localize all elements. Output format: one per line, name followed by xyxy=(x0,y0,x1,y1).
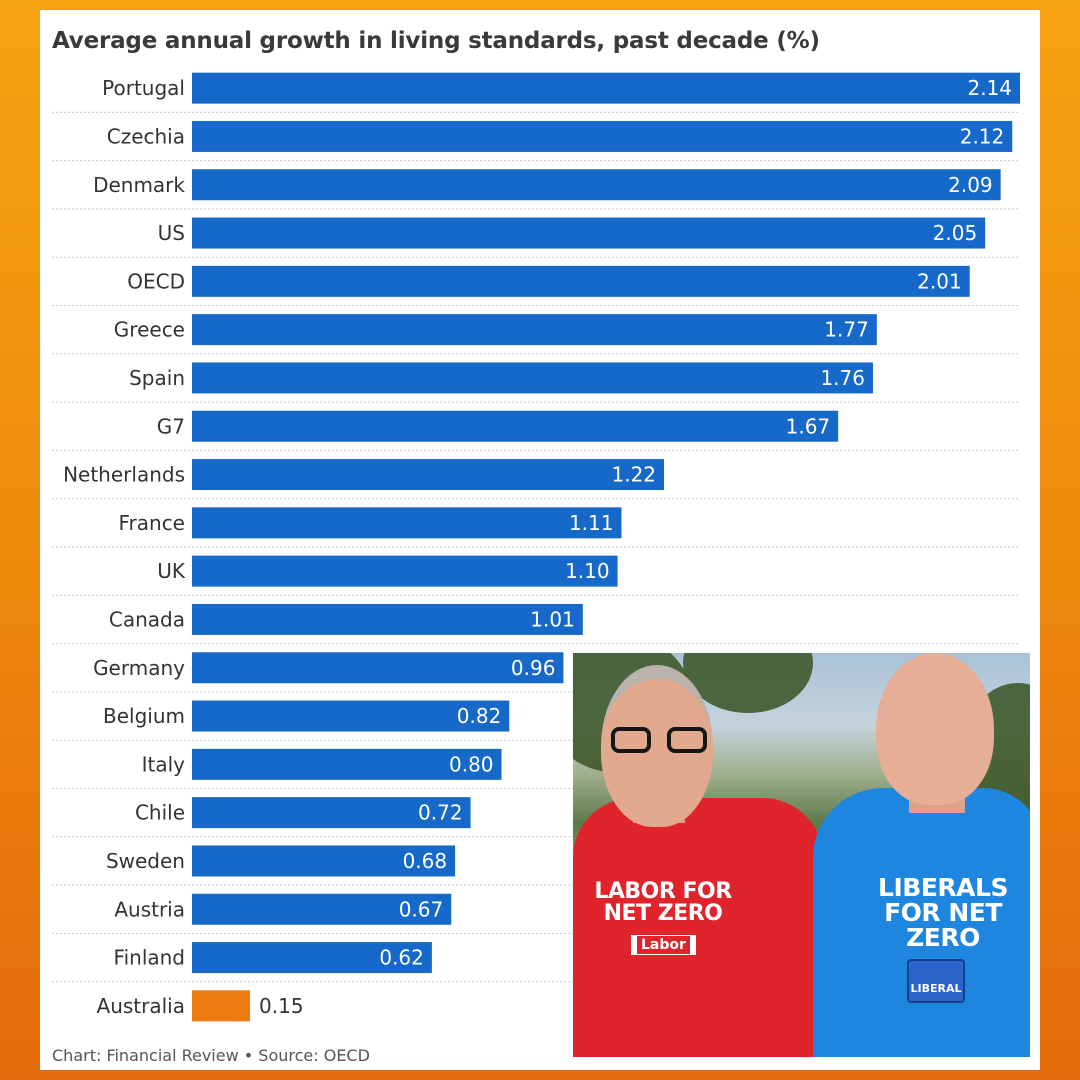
value-label: 2.12 xyxy=(960,124,1005,148)
category-label: OECD xyxy=(127,269,185,293)
bar-uk xyxy=(192,555,618,587)
labor-logo: Labor xyxy=(631,935,696,955)
category-label: Sweden xyxy=(106,849,185,873)
bar-greece xyxy=(192,314,877,346)
bar-austria xyxy=(192,893,452,925)
value-label: 0.15 xyxy=(259,994,304,1018)
bar-czechia xyxy=(192,120,1013,152)
category-label: Australia xyxy=(97,994,185,1018)
bar-chile xyxy=(192,797,471,829)
value-label: 2.14 xyxy=(967,76,1012,100)
bar-netherlands xyxy=(192,459,665,491)
bar-australia xyxy=(192,990,251,1022)
category-label: Canada xyxy=(109,607,185,631)
value-label: 1.11 xyxy=(569,511,614,535)
red-shirt xyxy=(573,798,823,1057)
chart-title: Average annual growth in living standard… xyxy=(52,28,820,54)
bar-germany xyxy=(192,652,564,684)
shirt-left-slogan: LABOR FOR NET ZERO xyxy=(594,879,732,926)
shirt-right-slogan: LIBERALS FOR NET ZERO xyxy=(878,873,1008,952)
chart-source: Chart: Financial Review • Source: OECD xyxy=(52,1046,370,1065)
value-label: 0.68 xyxy=(403,849,448,873)
bar-us xyxy=(192,217,986,249)
bar-france xyxy=(192,507,622,539)
category-label: Portugal xyxy=(102,76,185,100)
value-label: 2.05 xyxy=(933,221,978,245)
category-label: UK xyxy=(157,559,186,583)
category-label: Germany xyxy=(93,656,185,680)
value-label: 0.67 xyxy=(399,897,444,921)
value-label: 1.67 xyxy=(786,414,831,438)
value-label: 0.62 xyxy=(379,946,424,970)
category-label: Chile xyxy=(135,801,185,825)
liberal-logo: LIBERAL xyxy=(907,959,965,1003)
category-label: Finland xyxy=(114,946,185,970)
labor-logo-text: Labor xyxy=(637,936,690,954)
person-left-head xyxy=(601,665,713,827)
bar-sweden xyxy=(192,845,456,877)
value-label: 1.10 xyxy=(565,559,610,583)
category-label: Czechia xyxy=(107,124,185,148)
bar-g7 xyxy=(192,410,839,442)
bar-denmark xyxy=(192,169,1001,201)
value-label: 1.01 xyxy=(530,607,575,631)
category-label: Netherlands xyxy=(63,463,185,487)
value-label: 0.72 xyxy=(418,801,463,825)
bar-canada xyxy=(192,603,583,635)
bar-belgium xyxy=(192,700,510,732)
person-right-head xyxy=(876,653,994,805)
chart-card: Average annual growth in living standard… xyxy=(40,10,1040,1070)
category-label: Denmark xyxy=(93,173,185,197)
category-label: France xyxy=(118,511,185,535)
value-label: 2.01 xyxy=(917,269,962,293)
category-label: Italy xyxy=(142,752,186,776)
value-label: 0.80 xyxy=(449,752,494,776)
value-label: 1.22 xyxy=(612,463,657,487)
glasses-icon xyxy=(611,727,707,755)
bar-italy xyxy=(192,748,502,780)
category-label: Belgium xyxy=(103,704,185,728)
politicians-photo: LABOR FOR NET ZERO Labor LIBERALS FOR NE… xyxy=(573,653,1030,1057)
category-label: US xyxy=(158,221,185,245)
bar-finland xyxy=(192,942,432,974)
value-label: 1.76 xyxy=(820,366,865,390)
category-label: Spain xyxy=(129,366,185,390)
bar-portugal xyxy=(192,72,1020,104)
category-label: Austria xyxy=(114,897,185,921)
value-label: 0.96 xyxy=(511,656,556,680)
category-label: Greece xyxy=(114,318,185,342)
bar-chart: Portugal 2.14 Czechia 2.12 Denmark 2.09 US 2.05… xyxy=(52,72,1020,1022)
value-label: 2.09 xyxy=(948,173,993,197)
category-label: G7 xyxy=(157,414,185,438)
bar-oecd xyxy=(192,265,970,297)
bar-spain xyxy=(192,362,873,394)
value-label: 1.77 xyxy=(824,318,869,342)
value-label: 0.82 xyxy=(457,704,502,728)
blue-shirt xyxy=(813,788,1030,1057)
